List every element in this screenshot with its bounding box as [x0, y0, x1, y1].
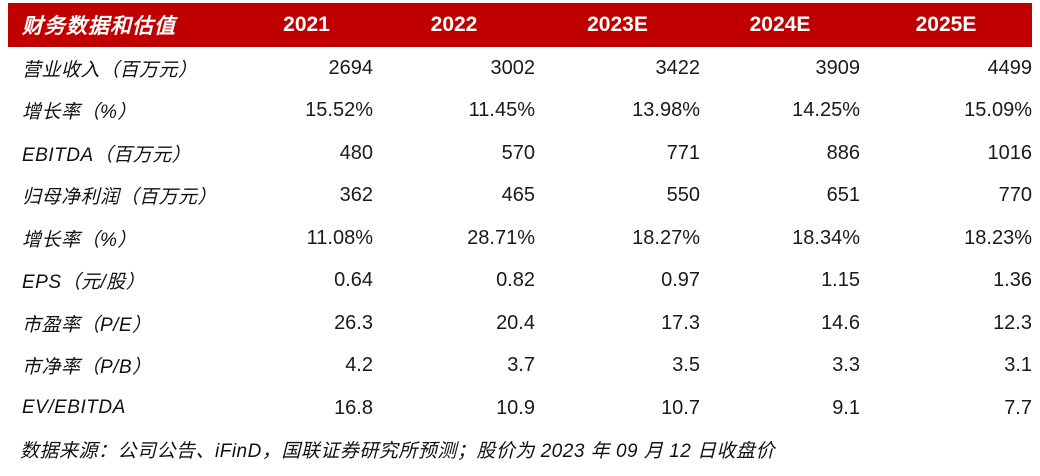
row-label: EBITDA（百万元）: [22, 144, 192, 166]
cell-2022: 3002: [490, 56, 536, 79]
cell-2024e: 18.34%: [792, 226, 860, 249]
table-row: 市盈率（P/E） 26.3 20.4 17.3 14.6 12.3: [8, 302, 1032, 345]
cell-2022: 3.7: [507, 354, 535, 377]
cell-2021: 16.8: [334, 396, 373, 419]
cell-2025e: 15.09%: [964, 99, 1032, 122]
cell-2023e: 3422: [655, 56, 701, 79]
row-label: 营业收入（百万元）: [22, 59, 198, 81]
cell-2023e: 10.7: [661, 396, 700, 419]
table-row: 归母净利润（百万元） 362 465 550 651 770: [8, 175, 1032, 218]
column-header-2025e: 2025E: [915, 13, 977, 36]
row-label: 增长率（%）: [22, 229, 137, 251]
cell-2022: 28.71%: [467, 226, 535, 249]
cell-2021: 0.64: [334, 269, 373, 292]
row-label: EPS（元/股）: [22, 272, 146, 294]
cell-2025e: 1016: [987, 141, 1033, 164]
cell-2025e: 4499: [987, 56, 1033, 79]
cell-2023e: 13.98%: [632, 99, 700, 122]
row-label: 增长率（%）: [22, 102, 137, 124]
cell-2025e: 1.36: [993, 269, 1032, 292]
column-header-2023e: 2023E: [587, 13, 648, 36]
cell-2021: 362: [339, 184, 373, 207]
column-header-2024e: 2024E: [749, 13, 811, 36]
cell-2021: 2694: [328, 56, 374, 79]
cell-2023e: 17.3: [661, 311, 700, 334]
cell-2023e: 18.27%: [632, 226, 700, 249]
cell-2021: 11.08%: [306, 226, 373, 249]
cell-2022: 465: [501, 184, 535, 207]
cell-2024e: 14.6: [821, 311, 860, 334]
cell-2021: 15.52%: [305, 99, 373, 122]
cell-2021: 26.3: [334, 311, 373, 334]
cell-2023e: 771: [666, 141, 700, 164]
cell-2023e: 0.97: [661, 269, 700, 292]
row-label: 归母净利润（百万元）: [22, 187, 218, 209]
table-row: 增长率（%） 15.52% 11.45% 13.98% 14.25% 15.09…: [8, 90, 1032, 133]
column-header-2021: 2021: [283, 13, 330, 36]
cell-2024e: 9.1: [832, 396, 860, 419]
financial-data-table: 财务数据和估值 2021 2022 2023E 2024E 2025E 营业收入…: [8, 3, 1032, 430]
cell-2023e: 3.5: [672, 354, 700, 377]
cell-2024e: 3909: [815, 56, 861, 79]
cell-2021: 480: [339, 141, 373, 164]
row-label: 市净率（P/B）: [22, 357, 152, 379]
cell-2024e: 886: [826, 141, 860, 164]
table-row: 增长率（%） 11.08% 28.71% 18.27% 18.34% 18.23…: [8, 217, 1032, 260]
table-body: 营业收入（百万元） 2694 3002 3422 3909 4499 增长率（%…: [8, 47, 1032, 430]
table-row: 营业收入（百万元） 2694 3002 3422 3909 4499: [8, 47, 1032, 90]
cell-2025e: 7.7: [1004, 396, 1032, 419]
table-title: 财务数据和估值: [22, 15, 176, 38]
cell-2024e: 14.25%: [792, 99, 860, 122]
cell-2022: 11.45%: [468, 99, 535, 122]
table-row: EPS（元/股） 0.64 0.82 0.97 1.15 1.36: [8, 260, 1032, 303]
table-header-row: 财务数据和估值 2021 2022 2023E 2024E 2025E: [8, 3, 1032, 47]
cell-2025e: 770: [998, 184, 1032, 207]
cell-2021: 4.2: [345, 354, 373, 377]
cell-2025e: 18.23%: [964, 226, 1032, 249]
cell-2023e: 550: [666, 184, 700, 207]
table-row: EV/EBITDA 16.8 10.9 10.7 9.1 7.7: [8, 387, 1032, 430]
cell-2022: 10.9: [496, 396, 535, 419]
cell-2022: 0.82: [496, 269, 535, 292]
column-header-2022: 2022: [430, 13, 478, 36]
row-label: EV/EBITDA: [22, 397, 126, 419]
cell-2022: 570: [501, 141, 535, 164]
cell-2022: 20.4: [496, 311, 535, 334]
table-row: 市净率（P/B） 4.2 3.7 3.5 3.3 3.1: [8, 345, 1032, 388]
cell-2025e: 12.3: [993, 311, 1032, 334]
table-row: EBITDA（百万元） 480 570 771 886 1016: [8, 132, 1032, 175]
cell-2024e: 1.15: [821, 269, 860, 292]
cell-2024e: 3.3: [832, 354, 860, 377]
source-note: 数据来源：公司公告、iFinD，国联证券研究所预测；股价为 2023 年 09 …: [20, 441, 776, 462]
row-label: 市盈率（P/E）: [22, 314, 152, 336]
cell-2025e: 3.1: [1004, 354, 1032, 377]
cell-2024e: 651: [826, 184, 860, 207]
